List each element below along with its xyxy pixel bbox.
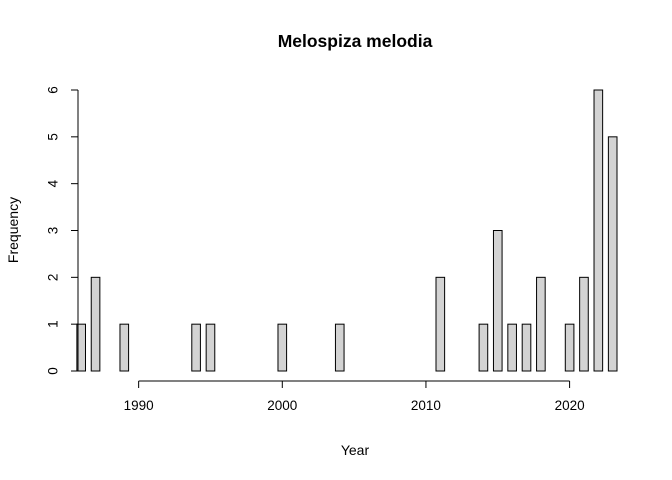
histogram-bar [492, 230, 503, 372]
chart-title: Melospiza melodia [278, 31, 433, 51]
y-tick-label: 2 [46, 274, 61, 282]
y-tick-label: 3 [46, 227, 61, 235]
histogram-bar [507, 323, 517, 372]
histogram-bar [478, 323, 489, 372]
y-axis: 0 1 2 3 4 5 6 [46, 86, 79, 375]
x-axis: 1990 2000 2010 2020 [124, 380, 585, 413]
x-tick-label: 2000 [267, 398, 297, 413]
histogram-bar [536, 276, 546, 372]
histogram-bar [521, 323, 532, 372]
histogram-bar [435, 276, 446, 372]
histogram-bar [277, 323, 288, 372]
bars-group [76, 89, 618, 372]
histogram-bar [90, 276, 101, 372]
histogram-bar [191, 323, 201, 372]
y-tick-label: 0 [46, 367, 61, 375]
histogram-bar [119, 323, 130, 372]
x-tick-label: 1990 [124, 398, 154, 413]
y-axis-label: Frequency [5, 197, 21, 263]
x-axis-label: Year [341, 442, 370, 458]
y-tick-label: 1 [46, 320, 61, 328]
histogram-bar [564, 323, 575, 372]
x-tick-label: 2020 [555, 398, 585, 413]
histogram-bar [579, 276, 589, 372]
y-tick-label: 6 [46, 86, 61, 94]
histogram-bar [334, 323, 345, 372]
histogram-bar [593, 89, 604, 372]
y-tick-label: 5 [46, 133, 61, 141]
y-tick-label: 4 [46, 179, 61, 187]
x-tick-label: 2010 [411, 398, 441, 413]
histogram-bar [76, 323, 86, 372]
histogram-bar [607, 136, 618, 372]
histogram-bar [205, 323, 216, 372]
